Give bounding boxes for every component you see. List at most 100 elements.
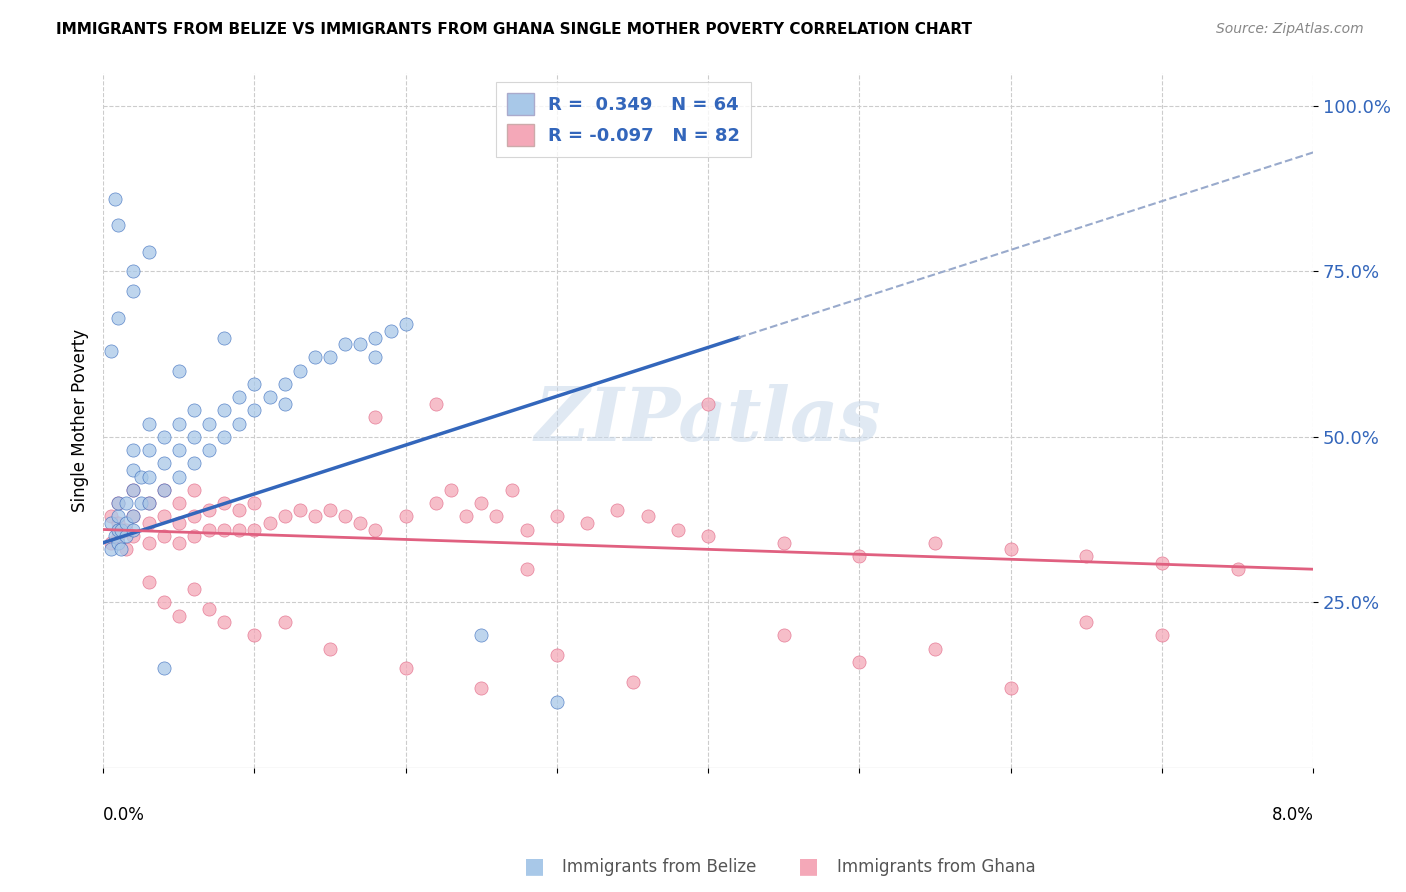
Point <box>152 483 174 497</box>
Point <box>122 264 145 278</box>
Point <box>243 523 266 537</box>
Point <box>167 417 190 431</box>
Point <box>212 496 235 510</box>
Point <box>546 648 568 663</box>
Point <box>485 509 508 524</box>
Point <box>152 661 174 675</box>
Point <box>212 331 235 345</box>
Point <box>349 337 371 351</box>
Point <box>273 376 295 391</box>
Point <box>772 535 794 549</box>
Point <box>304 509 326 524</box>
Point <box>114 516 136 530</box>
Text: ■: ■ <box>799 856 818 876</box>
Point <box>440 483 463 497</box>
Point <box>228 390 250 404</box>
Point <box>516 562 538 576</box>
Point <box>198 417 221 431</box>
Legend: R =  0.349   N = 64, R = -0.097   N = 82: R = 0.349 N = 64, R = -0.097 N = 82 <box>496 82 751 157</box>
Point <box>259 516 281 530</box>
Point <box>138 469 160 483</box>
Text: ZIPatlas: ZIPatlas <box>534 384 882 457</box>
Point <box>122 529 145 543</box>
Point <box>152 456 174 470</box>
Point <box>395 661 418 675</box>
Point <box>333 509 356 524</box>
Point <box>228 502 250 516</box>
Point <box>395 318 418 332</box>
Point <box>167 469 190 483</box>
Point <box>1150 556 1173 570</box>
Point <box>1226 562 1249 576</box>
Point <box>516 523 538 537</box>
Point <box>100 542 122 557</box>
Point <box>167 364 190 378</box>
Point <box>183 483 205 497</box>
Point <box>167 496 190 510</box>
Point <box>212 615 235 629</box>
Point <box>273 615 295 629</box>
Point <box>198 502 221 516</box>
Point <box>167 516 190 530</box>
Point <box>924 535 946 549</box>
Point <box>107 516 129 530</box>
Point <box>319 502 342 516</box>
Point <box>364 523 387 537</box>
Text: 0.0%: 0.0% <box>103 805 145 824</box>
Point <box>167 535 190 549</box>
Point <box>848 549 870 563</box>
Point <box>243 376 266 391</box>
Point <box>107 496 129 510</box>
Point <box>304 351 326 365</box>
Point <box>152 529 174 543</box>
Text: IMMIGRANTS FROM BELIZE VS IMMIGRANTS FROM GHANA SINGLE MOTHER POVERTY CORRELATIO: IMMIGRANTS FROM BELIZE VS IMMIGRANTS FRO… <box>56 22 972 37</box>
Y-axis label: Single Mother Poverty: Single Mother Poverty <box>72 329 89 512</box>
Point <box>319 351 342 365</box>
Point <box>212 430 235 444</box>
Point <box>364 331 387 345</box>
Point <box>183 582 205 596</box>
Point <box>183 456 205 470</box>
Point <box>425 496 447 510</box>
Point <box>288 502 311 516</box>
Point <box>183 529 205 543</box>
Point <box>167 608 190 623</box>
Point <box>470 628 492 642</box>
Point <box>122 463 145 477</box>
Point <box>1076 615 1098 629</box>
Point <box>1150 628 1173 642</box>
Point <box>456 509 478 524</box>
Point <box>228 523 250 537</box>
Point <box>107 535 129 549</box>
Point <box>138 516 160 530</box>
Point <box>122 509 145 524</box>
Point <box>848 655 870 669</box>
Point <box>152 595 174 609</box>
Point <box>138 443 160 458</box>
Point <box>122 509 145 524</box>
Point <box>107 310 129 325</box>
Point <box>138 535 160 549</box>
Point <box>167 443 190 458</box>
Point <box>212 523 235 537</box>
Point <box>637 509 659 524</box>
Point <box>470 496 492 510</box>
Point <box>425 397 447 411</box>
Point <box>122 523 145 537</box>
Point <box>772 628 794 642</box>
Point <box>100 343 122 358</box>
Point <box>333 337 356 351</box>
Point <box>100 509 122 524</box>
Point <box>183 403 205 417</box>
Point <box>1000 681 1022 696</box>
Point <box>395 509 418 524</box>
Point <box>152 483 174 497</box>
Point <box>114 529 136 543</box>
Point <box>110 542 132 557</box>
Text: ■: ■ <box>524 856 544 876</box>
Point <box>212 403 235 417</box>
Point <box>183 509 205 524</box>
Point <box>107 496 129 510</box>
Point <box>104 529 127 543</box>
Point <box>697 529 720 543</box>
